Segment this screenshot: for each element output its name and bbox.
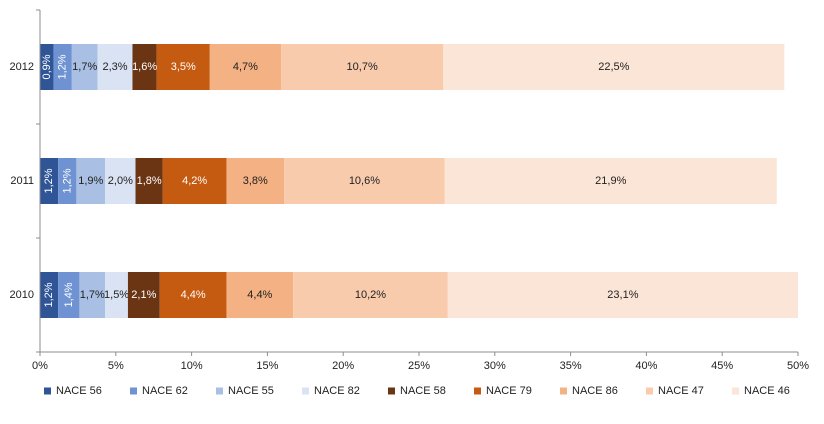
data-label: 10,2% xyxy=(355,289,386,301)
data-label: 2,3% xyxy=(103,61,128,73)
data-label: 10,6% xyxy=(349,175,380,187)
data-label: 10,7% xyxy=(347,61,378,73)
bar-segment-2012-nace-46 xyxy=(443,44,785,90)
legend-swatch xyxy=(560,387,567,395)
x-tick-label: 20% xyxy=(332,360,354,372)
bar-segment-2010-nace-82 xyxy=(105,272,128,318)
data-label: 1,5% xyxy=(104,289,129,301)
legend-swatch xyxy=(216,387,223,395)
data-label: 3,8% xyxy=(243,175,268,187)
x-tick-label: 25% xyxy=(408,360,430,372)
bar-segment-2012-nace-79 xyxy=(156,44,210,90)
data-label: 1,2% xyxy=(61,168,73,193)
x-tick-label: 10% xyxy=(181,360,203,372)
bar-segment-2010-nace-58 xyxy=(127,272,160,318)
legend-label: NACE 79 xyxy=(486,385,532,397)
y-tick-label: 2010 xyxy=(10,289,34,301)
legend-label: NACE 86 xyxy=(572,385,618,397)
data-label: 3,5% xyxy=(171,61,196,73)
bar-segment-2010-nace-86 xyxy=(226,272,294,318)
data-label: 1,2% xyxy=(57,54,69,79)
legend-swatch xyxy=(130,387,137,395)
data-label: 1,2% xyxy=(43,168,55,193)
data-label: 0,9% xyxy=(41,54,53,79)
bar-segment-2012-nace-82 xyxy=(97,44,133,90)
legend-label: NACE 62 xyxy=(142,385,188,397)
bar-segment-2011-nace-79 xyxy=(162,158,227,204)
bar-segment-2011-nace-62 xyxy=(58,158,77,204)
data-label: 22,5% xyxy=(598,61,629,73)
data-label: 1,7% xyxy=(72,61,97,73)
y-tick-label: 2012 xyxy=(10,61,34,73)
data-label: 1,9% xyxy=(78,175,103,187)
bars-layer: 0,9% 1,2% 1,7% 2,3% 1,6% 3,5% 4,7% 10,7% 22,5%1,… xyxy=(40,44,798,318)
data-label: 1,8% xyxy=(137,175,162,187)
data-label: 1,7% xyxy=(80,289,105,301)
data-label: 23,1% xyxy=(607,289,638,301)
bar-segment-2011-nace-47 xyxy=(284,158,445,204)
x-tick-label: 50% xyxy=(787,360,809,372)
legend-label: NACE 58 xyxy=(400,385,446,397)
x-tick-label: 35% xyxy=(560,360,582,372)
bar-segment-2011-nace-86 xyxy=(226,158,285,204)
bar-segment-2011-nace-55 xyxy=(76,158,106,204)
bar-segment-2010-nace-46 xyxy=(447,272,798,318)
data-label: 1,6% xyxy=(132,61,157,73)
x-tick-label: 40% xyxy=(635,360,657,372)
legend-swatch xyxy=(732,387,739,395)
legend-label: NACE 46 xyxy=(744,385,790,397)
data-label: 2,0% xyxy=(108,175,133,187)
bar-segment-2012-nace-55 xyxy=(71,44,98,90)
bar-segment-2011-nace-46 xyxy=(444,158,777,204)
legend-swatch xyxy=(474,387,481,395)
bar-segment-2012-nace-58 xyxy=(132,44,157,90)
bar-segment-2012-nace-56 xyxy=(40,44,54,90)
x-tick-label: 45% xyxy=(711,360,733,372)
legend-swatch xyxy=(44,387,51,395)
legend-label: NACE 47 xyxy=(658,385,704,397)
bar-segment-2012-nace-62 xyxy=(53,44,72,90)
bar-segment-2011-nace-82 xyxy=(105,158,136,204)
x-tick-label: 0% xyxy=(32,360,48,372)
legend-swatch xyxy=(388,387,395,395)
data-label: 4,2% xyxy=(182,175,207,187)
x-tick-label: 5% xyxy=(108,360,124,372)
legend-swatch xyxy=(646,387,653,395)
data-label: 4,4% xyxy=(181,289,206,301)
legend-swatch xyxy=(302,387,309,395)
bar-segment-2010-nace-55 xyxy=(79,272,106,318)
legend: NACE 56 NACE 62 NACE 55 NACE 82 NACE 58 NACE … xyxy=(44,385,790,397)
data-label: 1,2% xyxy=(43,282,55,307)
data-label: 1,4% xyxy=(63,282,75,307)
y-tick-label: 2011 xyxy=(10,175,34,187)
bar-segment-2011-nace-56 xyxy=(40,158,59,204)
bar-segment-2012-nace-86 xyxy=(209,44,282,90)
bar-segment-2010-nace-56 xyxy=(40,272,59,318)
x-tick-label: 15% xyxy=(256,360,278,372)
legend-label: NACE 82 xyxy=(314,385,360,397)
data-label: 4,4% xyxy=(247,289,272,301)
bar-segment-2010-nace-79 xyxy=(159,272,227,318)
legend-label: NACE 56 xyxy=(56,385,102,397)
x-tick-label: 30% xyxy=(484,360,506,372)
bar-segment-2011-nace-58 xyxy=(135,158,163,204)
data-label: 2,1% xyxy=(131,289,156,301)
data-label: 4,7% xyxy=(233,61,258,73)
legend-label: NACE 55 xyxy=(228,385,274,397)
data-label: 21,9% xyxy=(595,175,626,187)
bar-segment-2012-nace-47 xyxy=(281,44,444,90)
bar-segment-2010-nace-47 xyxy=(293,272,448,318)
axes-layer: 2012 2011 2010 0% 5% 10% 15% 20% 25% 30% 35% 40% 45%… xyxy=(10,9,809,372)
bar-segment-2010-nace-62 xyxy=(58,272,80,318)
